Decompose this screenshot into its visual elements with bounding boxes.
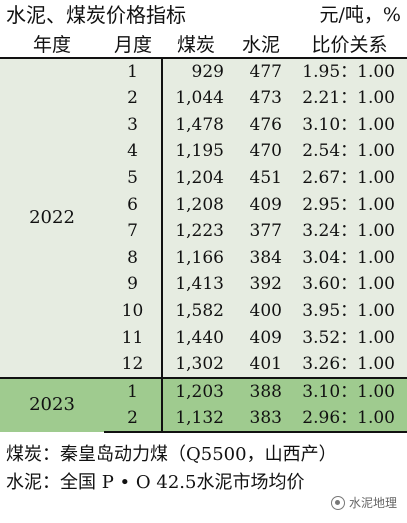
- table-row: 2022 1 929 477 1.95：1.00: [0, 58, 407, 378]
- ratio-cell: 3.24：1.00: [292, 217, 407, 245]
- table-row: 10 1,582 400 3.95：1.00: [0, 297, 407, 325]
- ratio-cell: 1.95：1.00: [292, 58, 407, 85]
- cement-price-cell: 409: [230, 191, 292, 218]
- watermark-text: 水泥地理: [348, 496, 397, 510]
- header-year: 年度: [0, 30, 104, 59]
- table-row: 2 1,044 473 2.21：1.00: [0, 85, 407, 112]
- coal-price-cell: 1,195: [162, 138, 230, 165]
- cement-price-cell: 476: [230, 111, 292, 139]
- coal-price-cell: 1,203: [162, 376, 230, 405]
- ratio-cell: 3.60：1.00: [292, 271, 407, 298]
- month-cell: 3: [104, 111, 163, 139]
- table-row: 4 1,195 470 2.54：1.00: [0, 138, 407, 165]
- month-cell: 4: [104, 138, 163, 165]
- month-cell: 9: [104, 271, 163, 298]
- table-row: 2 1,132 383 2.96：1.00: [0, 404, 407, 433]
- table-row: 11 1,440 409 3.52：1.00: [0, 324, 407, 351]
- footnote-coal: 煤炭：秦皇岛动力煤（Q5500，山西产）: [6, 444, 337, 465]
- table-row: 5 1,204 451 2.67：1.00: [0, 164, 407, 192]
- table-row: 2023 1 1,203 388 3.10：1.00: [0, 376, 407, 432]
- footnote-cement: 水泥：全国 P • O 42.5水泥市场均价: [6, 472, 305, 493]
- coal-price-cell: 1,166: [162, 244, 230, 272]
- table-row: 12 1,302 401 3.26：1.00: [0, 350, 407, 379]
- table-row: 8 1,166 384 3.04：1.00: [0, 244, 407, 272]
- ratio-cell: 2.95：1.00: [292, 191, 407, 218]
- coal-price-cell: 1,478: [162, 111, 230, 139]
- header-cement: 水泥: [230, 30, 292, 59]
- month-cell: 1: [104, 58, 163, 85]
- cement-price-cell: 392: [230, 271, 292, 298]
- header-ratio: 比价关系: [292, 30, 407, 59]
- month-cell: 12: [104, 350, 163, 379]
- table-body: 2022 1 929 477 1.95：1.00 2 1,044 473 2.21：1.00 3 1…: [0, 58, 407, 433]
- cement-price-cell: 400: [230, 297, 292, 325]
- ratio-cell: 2.21：1.00: [292, 85, 407, 112]
- month-cell: 2: [104, 85, 163, 112]
- coal-price-cell: 1,132: [162, 404, 230, 433]
- month-cell: 5: [104, 164, 163, 192]
- ratio-cell: 3.95：1.00: [292, 297, 407, 325]
- month-cell: 1: [104, 376, 163, 405]
- cement-price-cell: 451: [230, 164, 292, 192]
- table-row: 9 1,413 392 3.60：1.00: [0, 271, 407, 298]
- header-row: 年度 月度 煤炭 水泥 比价关系: [0, 30, 407, 59]
- coal-price-cell: 1,208: [162, 191, 230, 218]
- month-cell: 10: [104, 297, 163, 325]
- header-coal: 煤炭: [162, 30, 230, 59]
- table-row: 7 1,223 377 3.24：1.00: [0, 217, 407, 245]
- month-cell: 11: [104, 324, 163, 351]
- cement-price-cell: 388: [230, 376, 292, 405]
- table-row: 3 1,478 476 3.10：1.00: [0, 111, 407, 139]
- unit-label: 元/吨，%: [319, 4, 401, 26]
- ratio-cell: 3.10：1.00: [292, 376, 407, 405]
- month-cell: 6: [104, 191, 163, 218]
- coal-price-cell: 1,440: [162, 324, 230, 351]
- year-cell: 2023: [0, 376, 104, 432]
- month-cell: 8: [104, 244, 163, 272]
- coal-price-cell: 1,302: [162, 350, 230, 379]
- ratio-cell: 3.26：1.00: [292, 350, 407, 379]
- cement-price-cell: 473: [230, 85, 292, 112]
- cement-price-cell: 409: [230, 324, 292, 351]
- month-cell: 2: [104, 404, 163, 433]
- month-cell: 7: [104, 217, 163, 245]
- coal-price-cell: 1,413: [162, 271, 230, 298]
- coal-price-cell: 1,204: [162, 164, 230, 192]
- cement-price-cell: 383: [230, 404, 292, 433]
- header-month: 月度: [104, 30, 162, 59]
- coal-price-cell: 1,223: [162, 217, 230, 245]
- title-row: 水泥、煤炭价格指标 元/吨，%: [0, 0, 407, 30]
- year-cell: 2022: [0, 58, 104, 378]
- coal-price-cell: 1,044: [162, 85, 230, 112]
- watermark: 水泥地理: [330, 494, 397, 511]
- ratio-cell: 3.52：1.00: [292, 324, 407, 351]
- table-row: 6 1,208 409 2.95：1.00: [0, 191, 407, 218]
- cement-price-cell: 401: [230, 350, 292, 379]
- cement-price-cell: 377: [230, 217, 292, 245]
- wechat-logo-icon: [330, 495, 345, 510]
- ratio-cell: 2.67：1.00: [292, 164, 407, 192]
- price-table: 年度 月度 煤炭 水泥 比价关系 2022 1 929 477 1.95：1.00 2 1,…: [0, 30, 407, 433]
- ratio-cell: 3.10：1.00: [292, 111, 407, 139]
- coal-price-cell: 929: [162, 58, 230, 85]
- coal-price-cell: 1,582: [162, 297, 230, 325]
- cement-price-cell: 470: [230, 138, 292, 165]
- ratio-cell: 2.96：1.00: [292, 404, 407, 433]
- cement-price-cell: 477: [230, 58, 292, 85]
- table-title: 水泥、煤炭价格指标: [6, 3, 186, 27]
- cement-price-cell: 384: [230, 244, 292, 272]
- price-table-container: 年度 月度 煤炭 水泥 比价关系 2022 1 929 477 1.95：1.00 2 1,…: [0, 30, 407, 433]
- ratio-cell: 2.54：1.00: [292, 138, 407, 165]
- ratio-cell: 3.04：1.00: [292, 244, 407, 272]
